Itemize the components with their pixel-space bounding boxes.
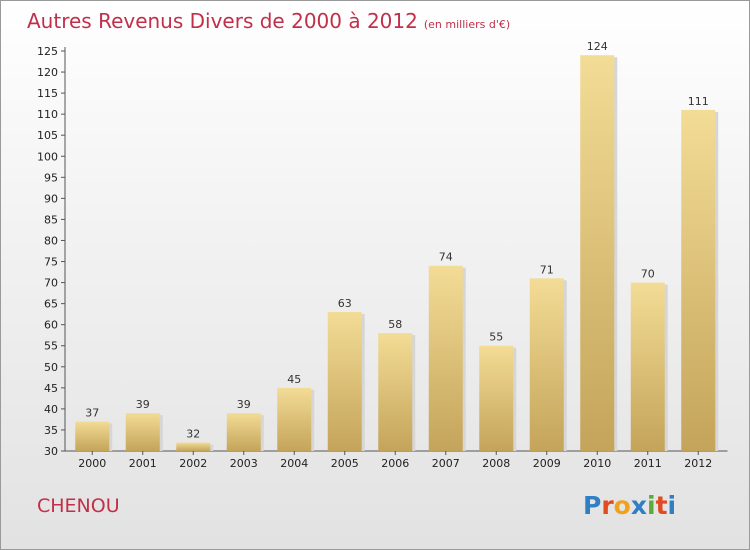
logo-letter: t — [655, 491, 668, 520]
logo-letter: i — [647, 491, 656, 520]
y-tick-label: 35 — [44, 424, 58, 437]
bar — [125, 413, 160, 451]
y-tick-label: 40 — [44, 403, 58, 416]
y-tick-label: 100 — [37, 150, 58, 163]
bar — [630, 282, 665, 451]
data-label: 124 — [587, 40, 608, 53]
y-tick-label: 80 — [44, 234, 58, 247]
y-tick-label: 120 — [37, 66, 58, 79]
x-tick-label: 2001 — [129, 457, 157, 470]
bar — [75, 421, 110, 451]
x-tick-label: 2012 — [684, 457, 712, 470]
logo-letter: i — [667, 491, 677, 520]
logo-letter: o — [613, 491, 631, 520]
data-label: 111 — [688, 95, 709, 108]
y-tick-label: 125 — [37, 45, 58, 58]
bar — [529, 278, 564, 451]
data-label: 32 — [186, 428, 200, 441]
x-tick-label: 2004 — [280, 457, 308, 470]
logo-letter: P — [583, 491, 602, 520]
bar — [176, 442, 211, 451]
x-tick-label: 2010 — [583, 457, 611, 470]
data-label: 39 — [136, 398, 150, 411]
data-label: 74 — [439, 251, 453, 264]
data-label: 58 — [388, 318, 402, 331]
y-tick-label: 110 — [37, 108, 58, 121]
data-label: 71 — [540, 263, 554, 276]
y-tick-label: 45 — [44, 382, 58, 395]
logo-letter: x — [630, 491, 647, 520]
bar — [681, 109, 716, 452]
y-tick-label: 30 — [44, 445, 58, 458]
bar — [226, 413, 261, 451]
y-tick-label: 50 — [44, 361, 58, 374]
y-tick-label: 55 — [44, 340, 58, 353]
y-tick-label: 95 — [44, 171, 58, 184]
data-label: 63 — [338, 297, 352, 310]
x-tick-label: 2007 — [432, 457, 460, 470]
y-tick-label: 70 — [44, 277, 58, 290]
y-tick-label: 90 — [44, 192, 58, 205]
data-label: 55 — [489, 331, 503, 344]
data-label: 39 — [237, 398, 251, 411]
data-label: 45 — [287, 373, 301, 386]
town-name: CHENOU — [37, 495, 120, 517]
axes: 30 35 40 45 50 55 60 65 70 75 80 85 90 95 100 105 110 115… — [37, 45, 728, 470]
y-tick-label: 60 — [44, 319, 58, 332]
y-tick-label: 65 — [44, 298, 58, 311]
x-tick-label: 2000 — [78, 457, 106, 470]
bars — [75, 55, 719, 452]
chart-title-text: Autres Revenus Divers de 2000 à 2012 — [27, 9, 418, 33]
x-tick-label: 2006 — [381, 457, 409, 470]
chart-title: Autres Revenus Divers de 2000 à 2012 (en … — [27, 9, 510, 33]
bar — [277, 387, 312, 451]
y-tick-label: 105 — [37, 129, 58, 142]
bar — [327, 312, 362, 451]
proxiti-logo[interactable]: Proxiti — [583, 491, 676, 520]
chart-unit: (en milliers d'€) — [423, 18, 511, 31]
data-label: 70 — [641, 268, 655, 281]
x-tick-label: 2002 — [179, 457, 207, 470]
y-tick-label: 85 — [44, 213, 58, 226]
data-labels: 37 39 32 39 45 63 58 74 55 71 124 70 111 — [85, 40, 709, 440]
data-label: 37 — [85, 407, 99, 420]
bar — [580, 55, 615, 452]
bar — [428, 265, 463, 451]
bar — [378, 333, 413, 451]
x-tick-label: 2003 — [230, 457, 258, 470]
bar — [479, 345, 514, 451]
y-tick-label: 75 — [44, 256, 58, 269]
y-tick-label: 115 — [37, 87, 58, 100]
logo-letter: r — [601, 491, 614, 520]
x-tick-label: 2008 — [482, 457, 510, 470]
x-tick-label: 2011 — [634, 457, 662, 470]
x-tick-label: 2009 — [533, 457, 561, 470]
x-tick-label: 2005 — [331, 457, 359, 470]
